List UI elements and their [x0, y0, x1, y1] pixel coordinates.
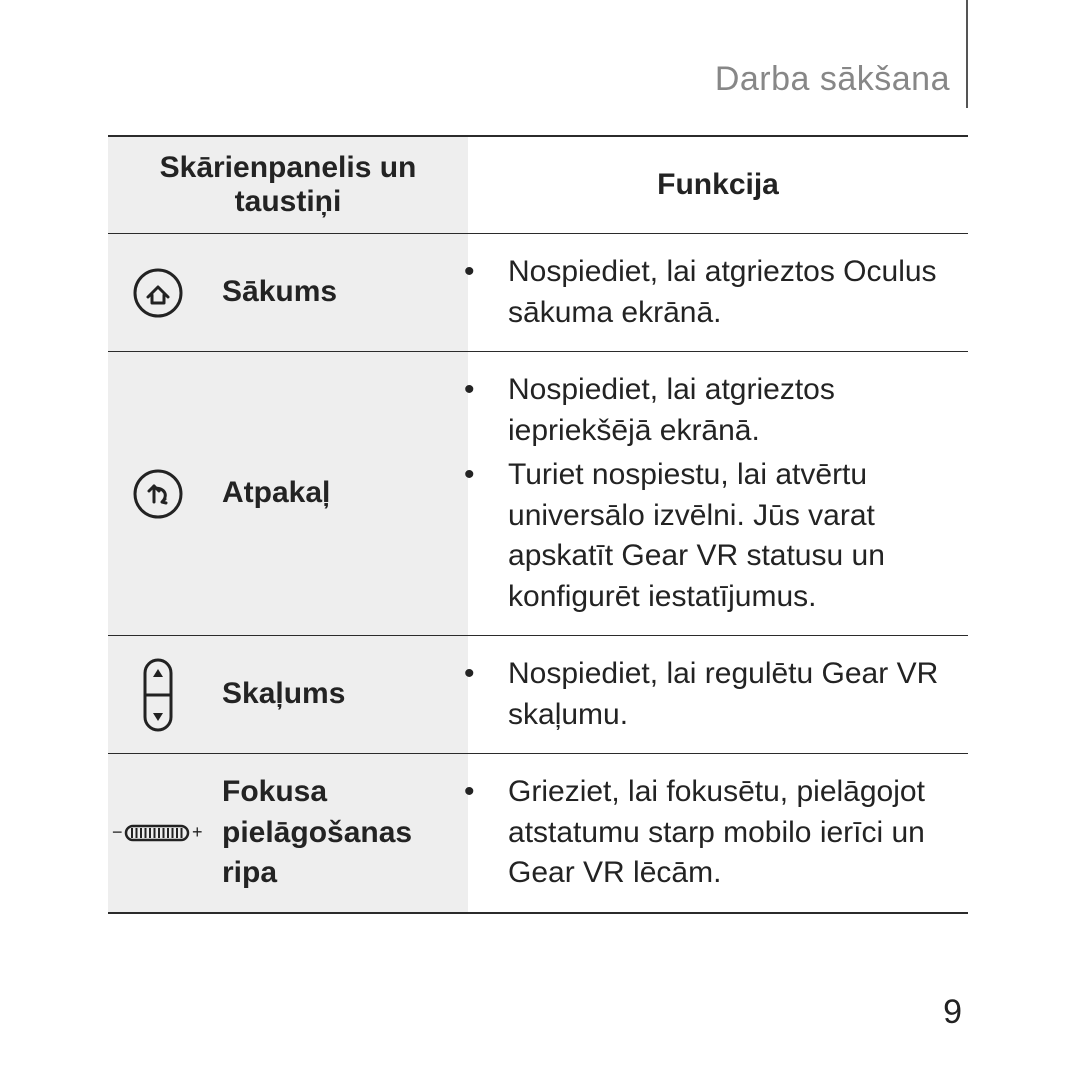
- function-item: • Nospiediet, lai regulētu Gear VR skaļu…: [508, 654, 954, 735]
- row-label: Fokusa pielāgošanas ripa: [208, 754, 468, 913]
- back-icon: [132, 468, 184, 520]
- function-item: • Turiet nospiestu, lai atvērtu universā…: [508, 455, 954, 617]
- table-row: −+Fokusa pielāgošanas ripa• Grieziet, la…: [108, 754, 968, 913]
- row-icon-cell: [108, 352, 208, 636]
- col-head-right: Funkcija: [468, 136, 968, 234]
- row-icon-cell: [108, 636, 208, 754]
- corner-rule: [966, 0, 968, 108]
- table-row: Sākums • Nospiediet, lai atgrieztos Oculu…: [108, 234, 968, 352]
- row-icon-cell: −+: [108, 754, 208, 913]
- svg-text:+: +: [192, 822, 203, 842]
- function-item: • Grieziet, lai fokusētu, pielāgojot ats…: [508, 772, 954, 894]
- controls-table: Skārienpanelis un taustiņi Funkcija Sāku…: [108, 135, 968, 914]
- page-number: 9: [943, 993, 962, 1032]
- section-header: Darba sākšana: [715, 60, 950, 99]
- home-icon: [132, 267, 184, 319]
- row-label: Atpakaļ: [208, 352, 468, 636]
- row-function: • Nospiediet, lai atgrieztos iepriekšējā…: [468, 352, 968, 636]
- table-row: Atpakaļ • Nospiediet, lai atgrieztos iepr…: [108, 352, 968, 636]
- row-icon-cell: [108, 234, 208, 352]
- row-function: • Grieziet, lai fokusētu, pielāgojot ats…: [468, 754, 968, 913]
- svg-text:−: −: [112, 822, 123, 842]
- row-function: • Nospiediet, lai regulētu Gear VR skaļu…: [468, 636, 968, 754]
- row-label: Sākums: [208, 234, 468, 352]
- col-head-left: Skārienpanelis un taustiņi: [108, 136, 468, 234]
- function-item: • Nospiediet, lai atgrieztos Oculus sāku…: [508, 252, 954, 333]
- row-function: • Nospiediet, lai atgrieztos Oculus sāku…: [468, 234, 968, 352]
- row-label: Skaļums: [208, 636, 468, 754]
- volume-rocker-icon: [139, 656, 177, 734]
- function-item: • Nospiediet, lai atgrieztos iepriekšējā…: [508, 370, 954, 451]
- focus-wheel-icon: −+: [110, 820, 206, 846]
- table-row: Skaļums • Nospiediet, lai regulētu Gear V…: [108, 636, 968, 754]
